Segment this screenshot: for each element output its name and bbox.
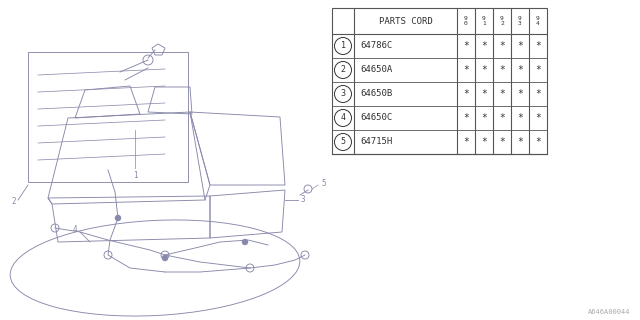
Text: 3: 3 — [340, 90, 346, 99]
Text: 5: 5 — [340, 138, 346, 147]
Text: 4: 4 — [340, 114, 346, 123]
Text: *: * — [463, 89, 469, 99]
Text: 64715H: 64715H — [360, 138, 392, 147]
Text: 9
1: 9 1 — [482, 16, 486, 26]
Text: 4: 4 — [73, 226, 77, 235]
Text: *: * — [481, 137, 487, 147]
Text: 2: 2 — [12, 197, 16, 206]
Circle shape — [242, 239, 248, 245]
Text: 1: 1 — [340, 42, 346, 51]
Circle shape — [115, 215, 121, 221]
Text: 64786C: 64786C — [360, 42, 392, 51]
Text: 1: 1 — [132, 171, 138, 180]
Text: *: * — [517, 65, 523, 75]
Text: *: * — [517, 137, 523, 147]
Text: *: * — [463, 41, 469, 51]
Text: *: * — [499, 65, 505, 75]
Text: 9
2: 9 2 — [500, 16, 504, 26]
Text: 9
3: 9 3 — [518, 16, 522, 26]
Text: 64650C: 64650C — [360, 114, 392, 123]
Text: PARTS CORD: PARTS CORD — [379, 17, 433, 26]
Text: 64650B: 64650B — [360, 90, 392, 99]
Text: 2: 2 — [340, 66, 346, 75]
Text: *: * — [499, 137, 505, 147]
Text: *: * — [535, 137, 541, 147]
Text: 9
0: 9 0 — [464, 16, 468, 26]
Text: 3: 3 — [301, 196, 305, 204]
Text: *: * — [517, 89, 523, 99]
Text: *: * — [481, 113, 487, 123]
Text: *: * — [481, 65, 487, 75]
Text: 9
4: 9 4 — [536, 16, 540, 26]
Bar — [332, 8, 547, 154]
Text: 64650A: 64650A — [360, 66, 392, 75]
Text: *: * — [535, 113, 541, 123]
Text: *: * — [499, 89, 505, 99]
Text: 5: 5 — [321, 180, 326, 188]
Circle shape — [162, 255, 168, 261]
Text: *: * — [499, 113, 505, 123]
Text: *: * — [481, 41, 487, 51]
Text: *: * — [499, 41, 505, 51]
Text: *: * — [481, 89, 487, 99]
Text: *: * — [535, 65, 541, 75]
Text: *: * — [463, 65, 469, 75]
Text: *: * — [517, 113, 523, 123]
Text: *: * — [535, 89, 541, 99]
Text: *: * — [463, 113, 469, 123]
Text: *: * — [463, 137, 469, 147]
Text: *: * — [517, 41, 523, 51]
Text: A646A00044: A646A00044 — [588, 309, 630, 315]
Text: *: * — [535, 41, 541, 51]
